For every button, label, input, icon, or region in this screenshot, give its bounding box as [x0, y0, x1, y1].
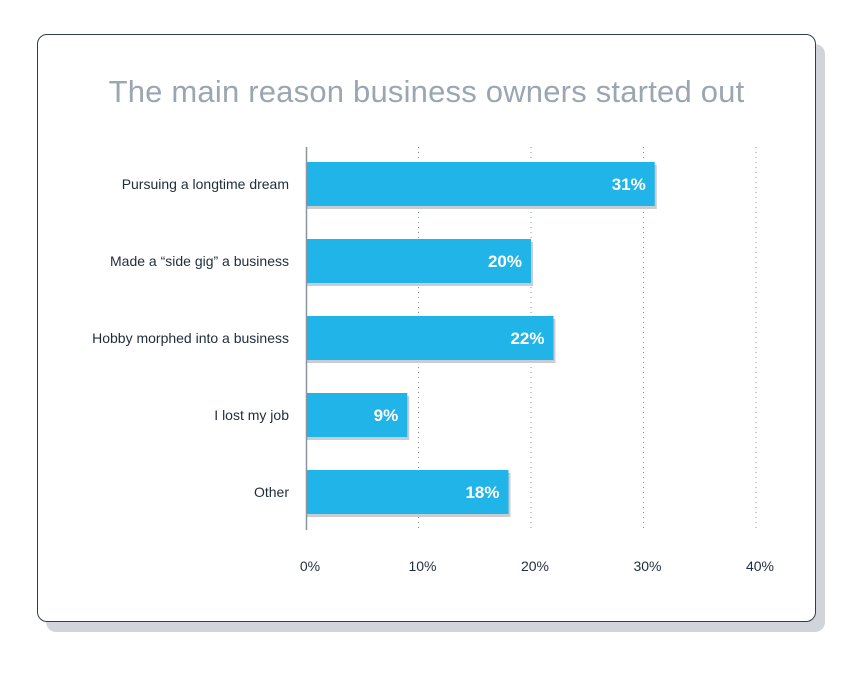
bar	[306, 239, 531, 283]
bar	[306, 162, 655, 206]
data-label: 18%	[465, 483, 499, 502]
bar	[306, 316, 554, 360]
x-tick-label: 20%	[521, 558, 549, 574]
bar	[306, 393, 408, 437]
x-tick-label: 30%	[633, 558, 661, 574]
x-tick-label: 40%	[746, 558, 774, 574]
data-label: 9%	[374, 406, 399, 425]
bar	[306, 470, 509, 514]
x-tick-label: 10%	[408, 558, 436, 574]
category-label: Other	[254, 484, 289, 500]
category-label: Made a “side gig” a business	[110, 253, 289, 269]
category-label: Hobby morphed into a business	[92, 330, 289, 346]
category-label: Pursuing a longtime dream	[122, 176, 289, 192]
data-label: 22%	[510, 329, 544, 348]
category-label: I lost my job	[214, 407, 289, 423]
chart-title: The main reason business owners started …	[108, 74, 745, 109]
data-label: 31%	[612, 175, 646, 194]
data-label: 20%	[488, 252, 522, 271]
x-tick-label: 0%	[300, 558, 320, 574]
